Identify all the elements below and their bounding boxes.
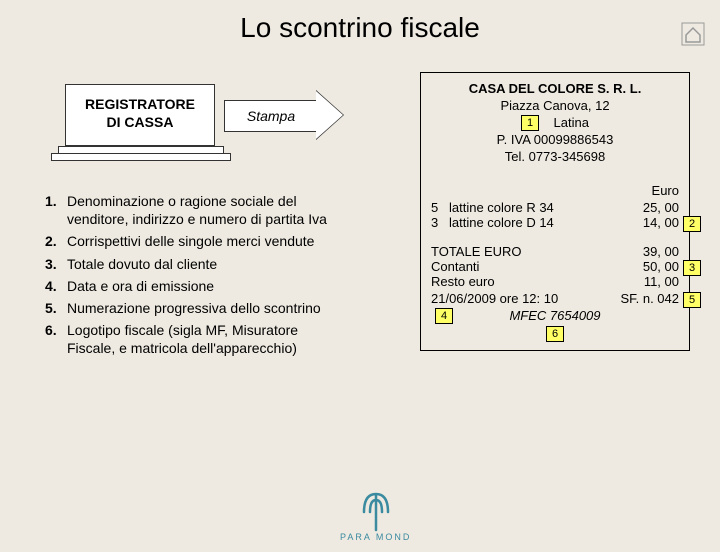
list-item: 3.Totale dovuto dal cliente — [67, 255, 340, 273]
company-name: CASA DEL COLORE S. R. L. — [431, 81, 679, 98]
callout-4: 4 — [435, 308, 453, 324]
item-row: 3 lattine colore D 14 14, 00 2 — [431, 215, 679, 230]
list-item: 2.Corrispettivi delle singole merci vend… — [67, 232, 340, 250]
callout-6: 6 — [546, 326, 564, 342]
register-line2: DI CASSA — [66, 113, 214, 131]
piva: P. IVA 00099886543 — [431, 132, 679, 149]
totals-block: TOTALE EURO39, 00 Contanti50, 00 3 Resto… — [431, 244, 679, 342]
arrow-label: Stampa — [224, 100, 317, 132]
receipt-header: CASA DEL COLORE S. R. L. Piazza Canova, … — [431, 81, 679, 165]
list-item: 5.Numerazione progressiva dello scontrin… — [67, 299, 340, 317]
address: Piazza Canova, 12 — [431, 98, 679, 115]
callout-2: 2 — [683, 216, 701, 232]
register-base — [51, 153, 231, 161]
items-block: Euro 5 lattine colore R 34 25, 00 3 latt… — [431, 183, 679, 230]
home-icon[interactable] — [681, 22, 705, 46]
city: Latina — [554, 115, 589, 130]
list-item: 1.Denominazione o ragione sociale del ve… — [67, 192, 340, 228]
date: 21/06/2009 ore 12: 10 — [431, 291, 620, 306]
callout-1: 1 — [521, 115, 539, 131]
register-box: REGISTRATORE DI CASSA — [65, 84, 215, 146]
paramond-logo: PARA MOND — [340, 482, 411, 542]
register-line1: REGISTRATORE — [66, 95, 214, 113]
definition-list: 1.Denominazione o ragione sociale del ve… — [45, 192, 340, 362]
callout-5: 5 — [683, 292, 701, 308]
sf-number: SF. n. 042 — [620, 291, 679, 306]
list-item: 4.Data e ora di emissione — [67, 277, 340, 295]
list-item: 6.Logotipo fiscale (sigla MF, Misuratore… — [67, 321, 340, 357]
receipt: CASA DEL COLORE S. R. L. Piazza Canova, … — [420, 72, 690, 351]
mfec: MFEC 7654009 — [509, 308, 600, 323]
tel: Tel. 0773-345698 — [431, 149, 679, 166]
page-title: Lo scontrino fiscale — [0, 12, 720, 44]
item-row: 5 lattine colore R 34 25, 00 — [431, 200, 679, 215]
euro-label: Euro — [431, 183, 679, 198]
logo-text: PARA MOND — [340, 532, 411, 542]
callout-3: 3 — [683, 260, 701, 276]
